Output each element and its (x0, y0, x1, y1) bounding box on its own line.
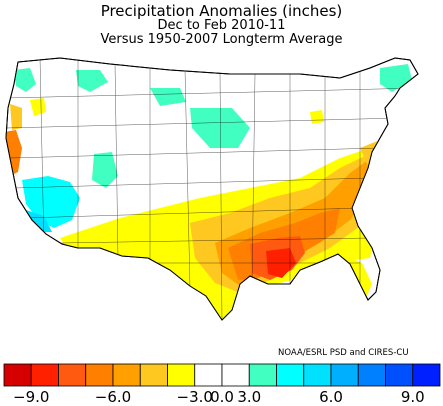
legend-ticks: −9.0 −6.0 −3.00.0 3.0 6.0 9.0 (13, 388, 425, 406)
legend-swatch (85, 363, 114, 387)
data-credit: NOAA/ESRL PSD and CIRES-CU (278, 348, 409, 358)
legend-tick-label: 6.0 (319, 388, 343, 406)
legend-swatch (30, 363, 59, 387)
legend-swatches (3, 363, 441, 387)
map-period: Dec to Feb 2010-11 (157, 18, 286, 33)
wet-region-utah-colorado (92, 152, 118, 188)
map-title: Precipitation Anomalies (inches) (100, 2, 343, 20)
wet-region-southern-california-coast (26, 210, 52, 232)
legend-swatch (303, 363, 332, 387)
legend-swatch (3, 363, 32, 387)
legend-tick-label: −9.0 (13, 388, 49, 406)
legend-tick-label: −3.0 (177, 388, 213, 406)
legend-swatch (221, 363, 250, 387)
legend-swatch (139, 363, 168, 387)
wet-region-upper-midwest (190, 108, 250, 148)
dry-region-northeast (310, 110, 324, 124)
legend-swatch (357, 363, 386, 387)
legend-swatch (385, 363, 414, 387)
legend-tick-label: 0.0 (210, 388, 234, 406)
division-boundaries (6, 58, 418, 320)
legend-swatch (248, 363, 277, 387)
us-border (5, 57, 419, 321)
legend-swatch (276, 363, 305, 387)
legend-tick-label: 3.0 (237, 388, 261, 406)
wet-region-north-dakota (150, 88, 186, 106)
legend-swatch (112, 363, 141, 387)
wet-region-montana (76, 70, 108, 92)
us-climate-division-map (5, 57, 419, 321)
legend-swatch (194, 363, 223, 387)
legend-tick-label: 9.0 (401, 388, 425, 406)
dry-region-washington (30, 98, 46, 116)
dry-region-oregon-coast (10, 104, 22, 130)
legend-swatch (330, 363, 359, 387)
legend-swatch (58, 363, 87, 387)
legend-tick-label: −6.0 (95, 388, 131, 406)
wet-region-new-england (380, 64, 412, 92)
legend-swatch (412, 363, 441, 387)
wet-region-pacific-northwest (14, 68, 36, 92)
color-legend: −9.0 −6.0 −3.00.0 3.0 6.0 9.0 (3, 363, 441, 406)
map-baseline: Versus 1950-2007 Longterm Average (100, 32, 343, 47)
legend-swatch (167, 363, 196, 387)
